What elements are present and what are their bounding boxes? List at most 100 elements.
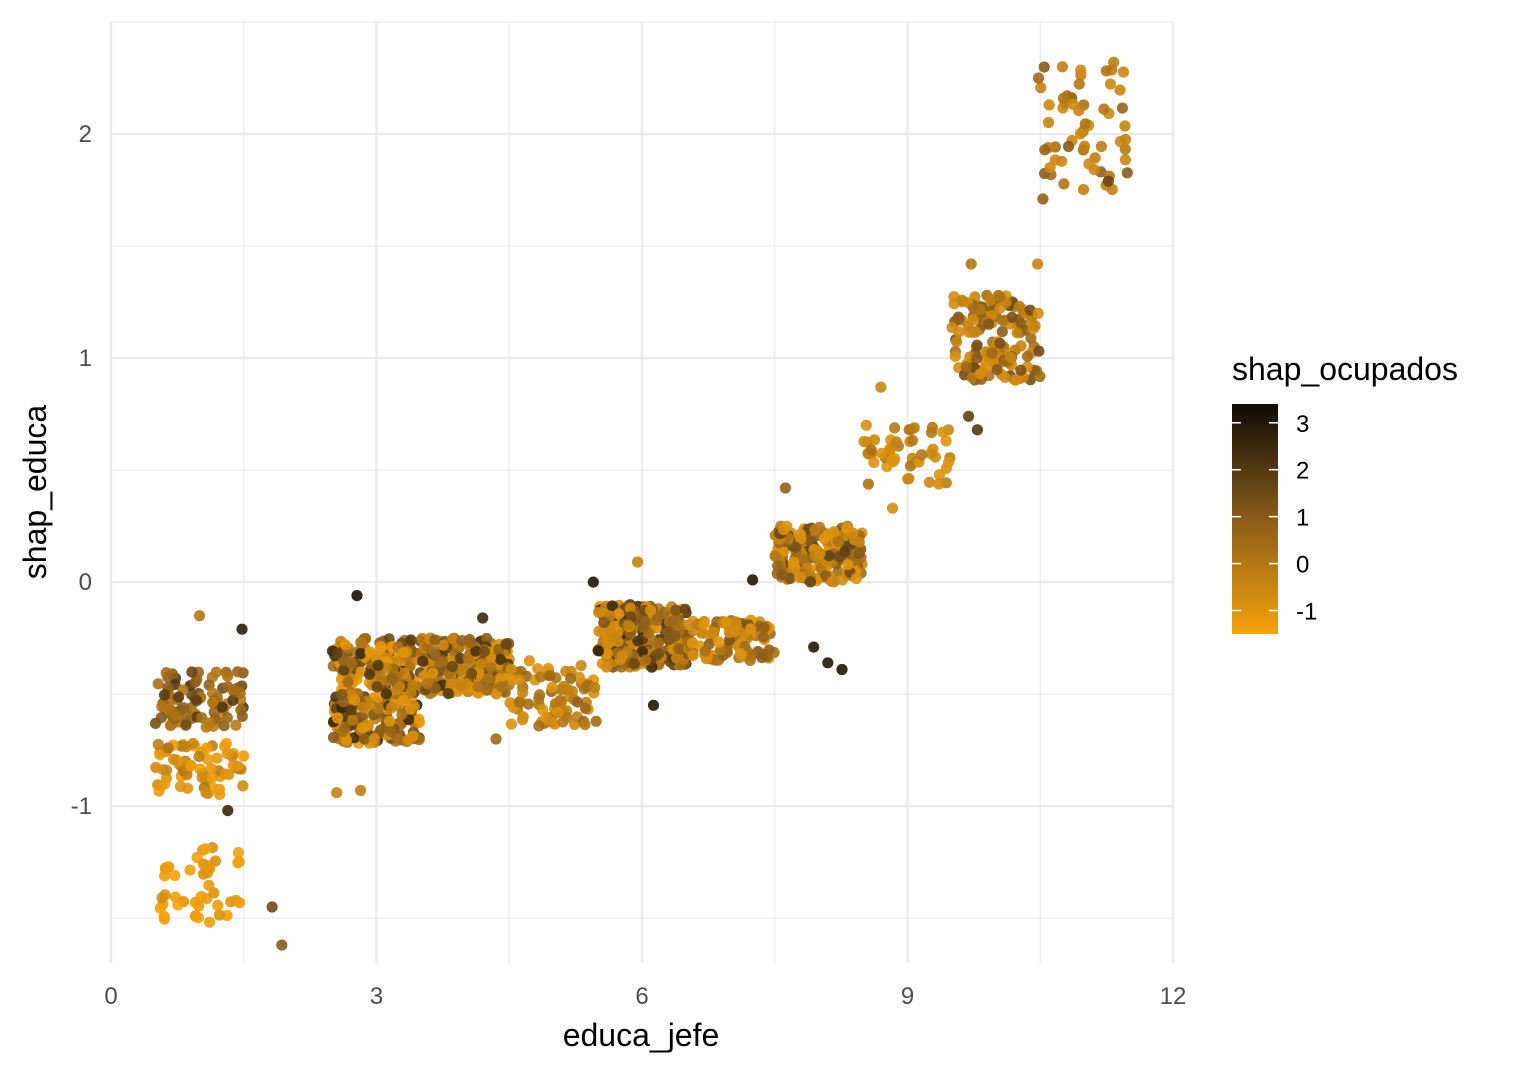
data-point [331, 787, 343, 799]
data-point [219, 768, 231, 780]
data-point [994, 302, 1006, 314]
data-point [456, 635, 468, 647]
data-point [207, 696, 219, 709]
data-point [189, 676, 201, 688]
data-point [653, 637, 665, 649]
data-point [505, 663, 517, 675]
data-point [906, 434, 919, 447]
data-point [836, 663, 848, 676]
data-point [997, 314, 1009, 327]
data-point [858, 435, 870, 448]
data-point [193, 750, 205, 763]
data-point [996, 326, 1008, 338]
data-point [822, 657, 834, 669]
data-point [1021, 350, 1034, 362]
data-point [204, 863, 216, 875]
data-point [236, 710, 248, 723]
data-point [355, 784, 367, 797]
data-point [960, 361, 973, 373]
data-point [544, 669, 556, 682]
data-point [166, 705, 178, 717]
data-point [853, 536, 865, 548]
data-point [505, 718, 518, 730]
data-point [923, 476, 936, 488]
data-point [1104, 78, 1116, 90]
x-tick-label: 3 [370, 983, 383, 1010]
data-point [517, 711, 529, 723]
data-point [625, 611, 637, 623]
data-point [161, 764, 173, 776]
data-point [971, 352, 983, 364]
data-point [455, 680, 467, 692]
data-point [404, 703, 416, 715]
data-point [575, 660, 587, 672]
data-point [356, 722, 369, 734]
data-point [868, 434, 881, 446]
data-point [481, 632, 493, 645]
data-point [963, 410, 975, 422]
data-point [1095, 140, 1107, 153]
data-point [534, 689, 546, 701]
data-point [357, 701, 369, 713]
data-point [579, 702, 592, 715]
data-point [152, 738, 164, 751]
data-point [552, 706, 564, 718]
data-point [787, 556, 800, 568]
data-point [1116, 102, 1128, 114]
data-point [222, 805, 234, 817]
data-point [429, 649, 442, 662]
legend-tick-label: 0 [1296, 552, 1309, 579]
data-point [429, 634, 441, 646]
x-axis-title: educa_jefe [563, 1017, 720, 1053]
data-point [211, 752, 223, 764]
data-point [1058, 178, 1070, 190]
data-point [1098, 103, 1110, 115]
data-point [983, 318, 995, 330]
data-point [1079, 140, 1091, 152]
data-point [904, 460, 917, 472]
data-point [500, 638, 512, 650]
data-point [495, 681, 507, 693]
data-point [865, 444, 877, 456]
data-point [437, 639, 449, 651]
data-point [446, 660, 458, 673]
data-point [356, 637, 368, 649]
data-point [862, 478, 875, 490]
data-point [372, 702, 384, 714]
data-point [933, 478, 945, 490]
data-point [1062, 140, 1075, 153]
data-point [723, 634, 736, 646]
legend-ticks: 3 2 1 0 -1 [1232, 411, 1317, 626]
legend-colorbar [1232, 404, 1278, 634]
data-point [999, 371, 1011, 383]
data-point [156, 701, 168, 713]
data-point [364, 646, 376, 658]
data-point [332, 712, 344, 724]
data-point [386, 672, 398, 685]
data-point [974, 368, 986, 380]
data-point [427, 667, 439, 679]
data-point [839, 546, 851, 558]
data-point [266, 901, 278, 913]
legend-tick-label: 1 [1296, 505, 1309, 532]
data-point [926, 421, 939, 433]
data-point [1114, 84, 1126, 96]
data-point [158, 689, 171, 701]
data-point [598, 616, 610, 629]
data-point [232, 847, 244, 859]
data-point [533, 720, 545, 732]
data-point [841, 522, 853, 534]
data-point [640, 654, 652, 667]
data-point [836, 574, 848, 586]
data-point [1119, 154, 1131, 166]
data-point [462, 652, 474, 665]
data-point [154, 902, 166, 914]
data-point [216, 701, 228, 713]
data-points [149, 56, 1133, 951]
data-point [1043, 99, 1055, 111]
data-point [374, 644, 386, 656]
data-point [442, 688, 454, 700]
data-point [956, 294, 968, 306]
data-point [347, 714, 359, 726]
data-point [970, 326, 982, 338]
